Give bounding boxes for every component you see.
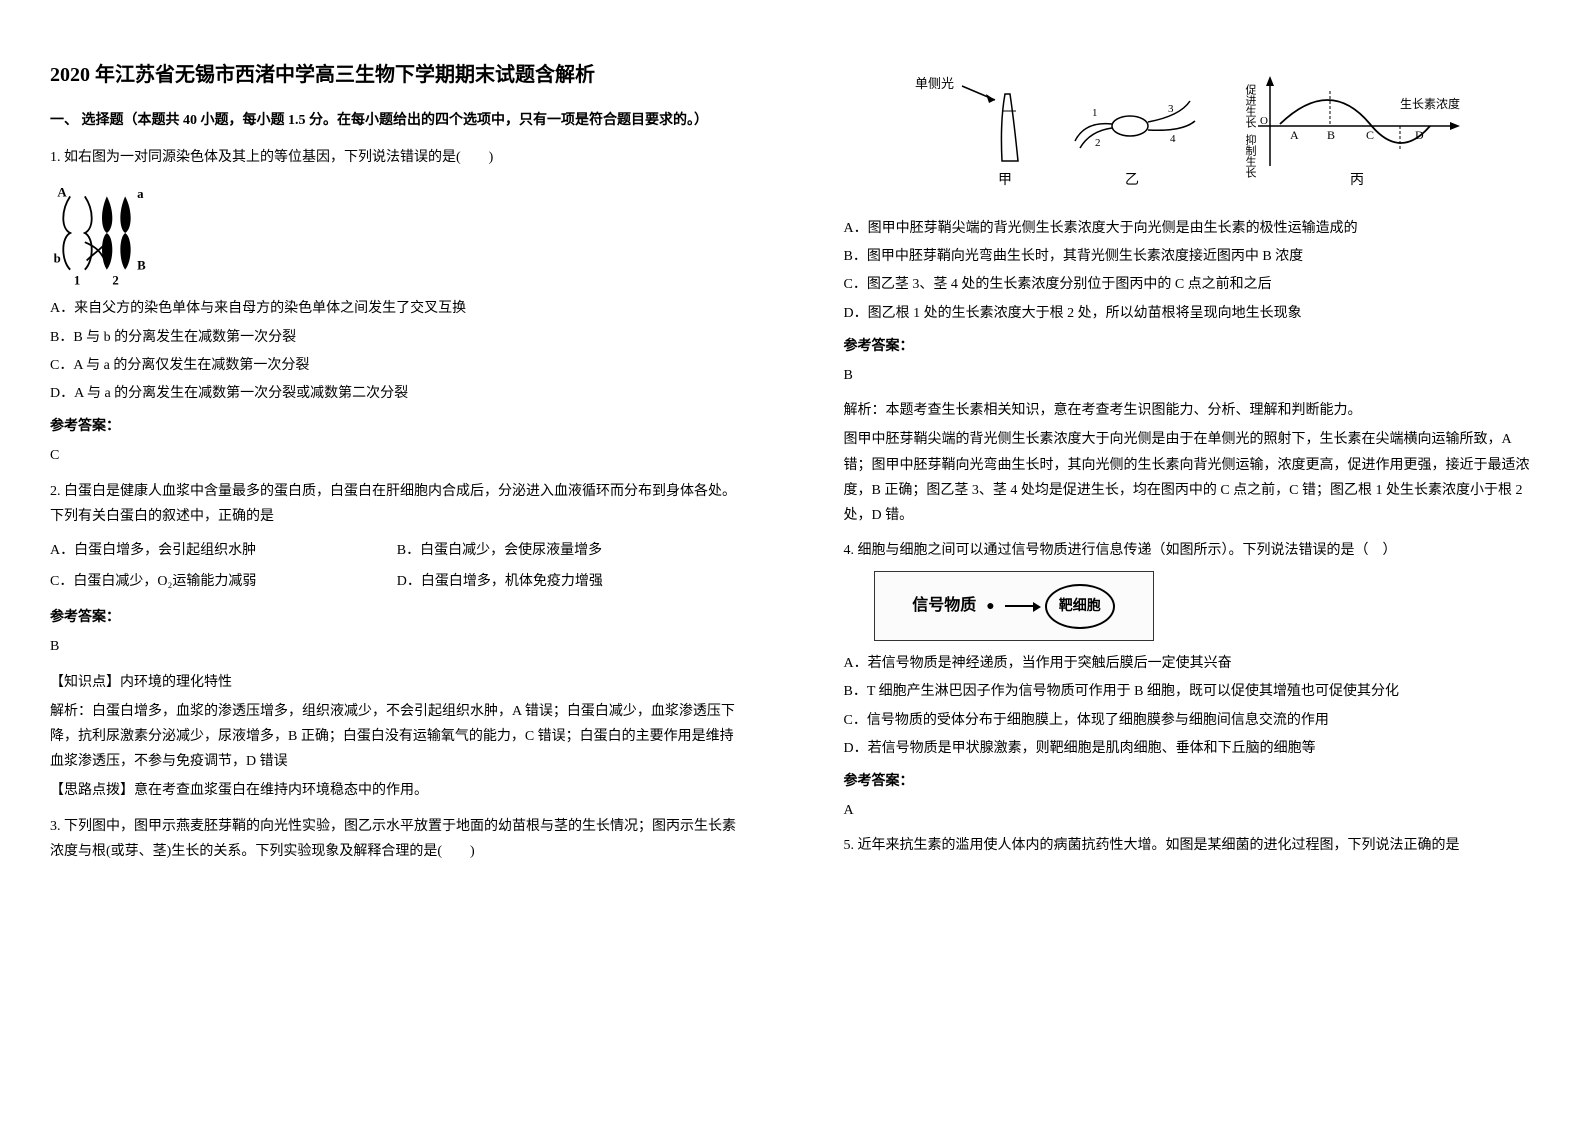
label-1: 1 (74, 274, 80, 288)
y-bot: 抑制生长 (1244, 133, 1257, 178)
arrow-icon (1005, 605, 1035, 607)
q3-ans-label: 参考答案： (844, 334, 1538, 359)
label-a: a (137, 188, 144, 202)
n3: 3 (1168, 103, 1174, 115)
q1-figure: A a b B 1 2 (50, 178, 744, 288)
q2-opt-c: C．白蛋白减少，O₂运输能力减弱 (50, 569, 397, 594)
n2: 2 (1095, 137, 1101, 149)
q1-opt-d: D．A 与 a 的分离发生在减数第一次分裂或减数第二次分裂 (50, 381, 744, 406)
label-b: b (54, 252, 61, 266)
q3-opt-a: A．图甲中胚芽鞘尖端的背光侧生长素浓度大于向光侧是由生长素的极性运输造成的 (844, 216, 1538, 241)
q4-stem: 4. 细胞与细胞之间可以通过信号物质进行信息传递（如图所示）。下列说法错误的是（… (844, 538, 1538, 563)
q3-analysis-1: 解析：本题考查生长素相关知识，意在考查考生识图能力、分析、理解和判断能力。 (844, 398, 1538, 423)
q1-opt-b: B．B 与 b 的分离发生在减数第一次分裂 (50, 325, 744, 350)
q2-answer: B (50, 634, 744, 659)
pD: D (1415, 128, 1424, 142)
q2-analysis: 解析：白蛋白增多，血浆的渗透压增多，组织液减少，不会引起组织水肿，A 错误；白蛋… (50, 699, 744, 775)
pC: C (1366, 128, 1374, 142)
q1-answer: C (50, 443, 744, 468)
bing-label: 丙 (1350, 173, 1364, 188)
q3-answer: B (844, 363, 1538, 388)
xlabel: 生长素浓度 (1400, 96, 1460, 111)
q4-opt-d: D．若信号物质是甲状腺激素，则靶细胞是肌肉细胞、垂体和下丘脑的细胞等 (844, 736, 1538, 761)
q2-knowledge: 【知识点】内环境的理化特性 (50, 670, 744, 695)
pA: A (1290, 128, 1299, 142)
n1: 1 (1092, 107, 1098, 119)
q2-opt-b: B．白蛋白减少，会使尿液量增多 (397, 538, 744, 563)
q4-opt-a: A．若信号物质是神经递质，当作用于突触后膜后一定使其兴奋 (844, 651, 1538, 676)
pB: B (1327, 128, 1335, 142)
n4: 4 (1170, 133, 1176, 145)
O: O (1260, 115, 1268, 127)
q2-ans-label: 参考答案： (50, 605, 744, 630)
jia-label: 甲 (998, 173, 1012, 188)
section-1-header: 一、 选择题（本题共 40 小题，每小题 1.5 分。在每小题给出的四个选项中，… (50, 108, 744, 133)
q4-opt-c: C．信号物质的受体分布于细胞膜上，体现了细胞膜参与细胞间信息交流的作用 (844, 708, 1538, 733)
q1-opt-a: A．来自父方的染色单体与来自母方的染色单体之间发生了交叉互换 (50, 296, 744, 321)
q3-figure: 单侧光 甲 1 2 3 4 乙 (844, 66, 1538, 206)
auxin-diagram: 单侧光 甲 1 2 3 4 乙 (910, 66, 1470, 206)
label-A: A (57, 186, 67, 200)
q3-opt-c: C．图乙茎 3、茎 4 处的生长素浓度分别位于图丙中的 C 点之前和之后 (844, 272, 1538, 297)
q3-opt-b: B．图甲中胚芽鞘向光弯曲生长时，其背光侧生长素浓度接近图丙中 B 浓度 (844, 244, 1538, 269)
q1-ans-label: 参考答案： (50, 414, 744, 439)
q1-stem: 1. 如右图为一对同源染色体及其上的等位基因，下列说法错误的是( ) (50, 145, 744, 170)
light-label: 单侧光 (915, 76, 954, 91)
target-cell-label: 靶细胞 (1045, 584, 1115, 629)
signal-label: 信号物质 (912, 592, 976, 621)
q2-tip: 【思路点拨】意在考查血浆蛋白在维持内环境稳态中的作用。 (50, 778, 744, 803)
q1-opt-c: C．A 与 a 的分离仅发生在减数第一次分裂 (50, 353, 744, 378)
auxin-curve-chart: 促进生长 抑制生长 O A B C D 生长素浓度 丙 (1244, 76, 1460, 188)
q3-analysis-2: 图甲中胚芽鞘尖端的背光侧生长素浓度大于向光侧是由于在单侧光的照射下，生长素在尖端… (844, 427, 1538, 528)
q4-ans-label: 参考答案： (844, 769, 1538, 794)
q2-opt-d: D．白蛋白增多，机体免疫力增强 (397, 569, 744, 594)
q2-stem: 2. 白蛋白是健康人血浆中含量最多的蛋白质，白蛋白在肝细胞内合成后，分泌进入血液… (50, 479, 744, 529)
label-B: B (137, 259, 146, 273)
chromosome-diagram: A a b B 1 2 (50, 178, 160, 288)
q4-answer: A (844, 798, 1538, 823)
q2-opt-a: A．白蛋白增多，会引起组织水肿 (50, 538, 397, 563)
q3-opt-d: D．图乙根 1 处的生长素浓度大于根 2 处，所以幼苗根将呈现向地生长现象 (844, 301, 1538, 326)
label-2: 2 (112, 274, 118, 288)
q3-stem: 3. 下列图中，图甲示燕麦胚芽鞘的向光性实验，图乙示水平放置于地面的幼苗根与茎的… (50, 814, 744, 864)
dot-icon: ● (986, 594, 994, 619)
q5-stem: 5. 近年来抗生素的滥用使人体内的病菌抗药性大增。如图是某细菌的进化过程图，下列… (844, 833, 1538, 858)
yi-label: 乙 (1125, 172, 1139, 188)
y-top: 促进生长 (1244, 83, 1257, 128)
doc-title: 2020 年江苏省无锡市西渚中学高三生物下学期期末试题含解析 (50, 60, 744, 90)
q4-opt-b: B．T 细胞产生淋巴因子作为信号物质可作用于 B 细胞，既可以促使其增殖也可促使… (844, 679, 1538, 704)
q4-figure: 信号物质 ● 靶细胞 (874, 571, 1154, 641)
